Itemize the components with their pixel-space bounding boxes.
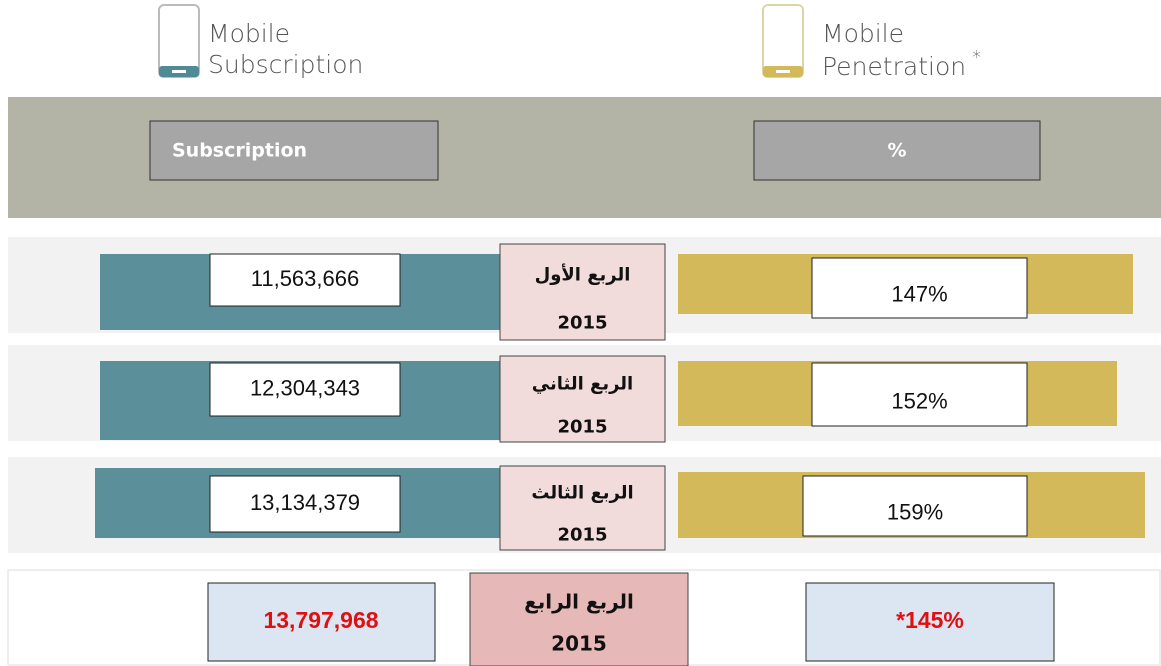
phone-icon-button: [172, 70, 186, 73]
quarter-label: الربع الأول: [535, 264, 631, 286]
value-box: [805, 582, 1055, 662]
header-note: *: [972, 47, 981, 68]
quarter-box: [499, 465, 666, 551]
penetration-value: 152%: [891, 389, 947, 414]
value-box: [811, 362, 1028, 427]
column-box: [149, 120, 439, 181]
value-box: [811, 257, 1028, 319]
penetration-value: 147%: [891, 282, 947, 307]
subscription-value: 13,797,968: [263, 607, 378, 633]
column-label: Subscription: [172, 140, 307, 162]
quarter-box: [499, 243, 666, 341]
value-box: [209, 362, 401, 417]
phone-icon-button: [776, 70, 790, 73]
value-box: [207, 582, 436, 662]
quarter-box: [499, 355, 666, 443]
header-right: Mobile Penetration *: [762, 4, 981, 81]
penetration-value: *145%: [896, 607, 964, 633]
header-text: Subscription: [208, 50, 363, 79]
quarter-label: الربع الرابع: [524, 590, 634, 614]
year-label: 2015: [557, 313, 607, 334]
value-box: [209, 475, 401, 533]
value-box: [209, 253, 401, 307]
column-box: [753, 120, 1041, 181]
header-text: Penetration: [822, 52, 966, 81]
subscription-value: 11,563,666: [251, 266, 359, 291]
year-label: 2015: [557, 416, 607, 437]
year-label: 2015: [557, 525, 607, 546]
quarter-label: الربع الثاني: [532, 373, 633, 394]
penetration-value: 159%: [887, 500, 943, 525]
quarter-box: [469, 572, 689, 666]
header-text: Mobile: [822, 19, 904, 48]
column-label: %: [887, 140, 906, 162]
header-left: Mobile Subscription: [158, 4, 363, 79]
quarter-label: الربع الثالث: [531, 483, 633, 504]
rows: 11,563,666 الربع الأول 2015 147% 12,304,343 ا…: [7, 237, 1161, 666]
year-label: 2015: [551, 632, 607, 656]
subscription-value: 12,304,343: [250, 375, 360, 400]
subscription-value: 13,134,379: [250, 490, 360, 515]
value-box: [802, 475, 1028, 537]
header-text: Mobile: [208, 19, 290, 48]
